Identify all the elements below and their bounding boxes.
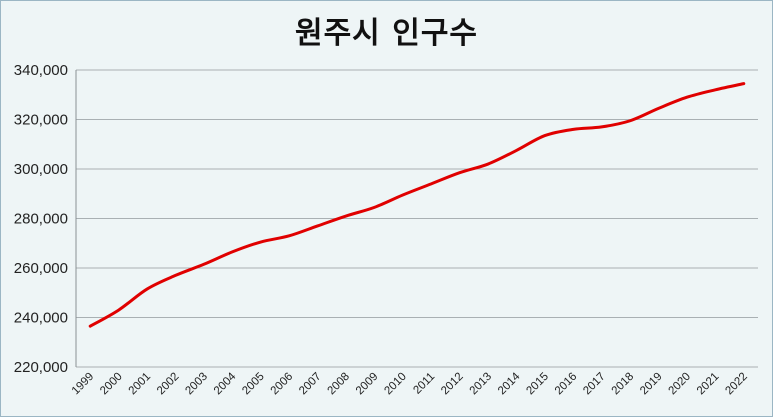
x-tick-label: 2012 <box>439 371 466 398</box>
series-line-population <box>88 82 746 328</box>
x-tick-label: 2010 <box>382 371 409 398</box>
y-tick-label: 240,000 <box>14 310 68 327</box>
x-tick-label: 2016 <box>553 371 580 398</box>
x-tick-label: 2005 <box>240 371 267 398</box>
x-tick-label: 2020 <box>666 371 693 398</box>
x-tick-label: 2011 <box>411 371 437 397</box>
y-tick-label: 280,000 <box>14 211 68 228</box>
x-tick-label: 1999 <box>70 371 97 398</box>
y-tick-label: 300,000 <box>14 161 68 178</box>
x-tick-label: 2001 <box>127 371 154 398</box>
x-tick-label: 2003 <box>183 371 210 398</box>
x-tick-label: 2021 <box>695 371 722 398</box>
x-tick-label: 2015 <box>524 371 551 398</box>
x-tick-label: 2007 <box>297 371 324 398</box>
x-tick-label: 2013 <box>468 371 495 398</box>
x-tick-label: 2009 <box>354 371 381 398</box>
chart-title: 원주시 인구수 <box>294 16 479 51</box>
x-tick-label: 2019 <box>638 371 665 398</box>
y-tick-label: 340,000 <box>14 62 68 79</box>
x-tick-label: 2017 <box>581 371 608 398</box>
x-tick-label: 2004 <box>212 370 239 397</box>
x-tick-label: 2002 <box>155 371 182 398</box>
y-axis: 220,000 240,000 260,000 280,000 300,000 320,0… <box>14 62 77 376</box>
x-tick-label: 2006 <box>269 371 296 398</box>
x-tick-label: 2014 <box>496 370 523 397</box>
y-tick-label: 260,000 <box>14 260 68 277</box>
series-layer <box>88 82 746 328</box>
x-tick-label: 2008 <box>325 371 352 398</box>
x-tick-label: 2018 <box>610 371 637 398</box>
grid-lines <box>76 69 758 368</box>
y-tick-label: 320,000 <box>14 112 68 129</box>
x-axis: 1999 2000 2001 2002 2003 2004 2005 2006 2007 2008… <box>70 370 750 397</box>
x-tick-label: 2000 <box>98 371 125 398</box>
y-tick-label: 220,000 <box>14 359 68 376</box>
x-tick-label: 2022 <box>723 371 750 398</box>
